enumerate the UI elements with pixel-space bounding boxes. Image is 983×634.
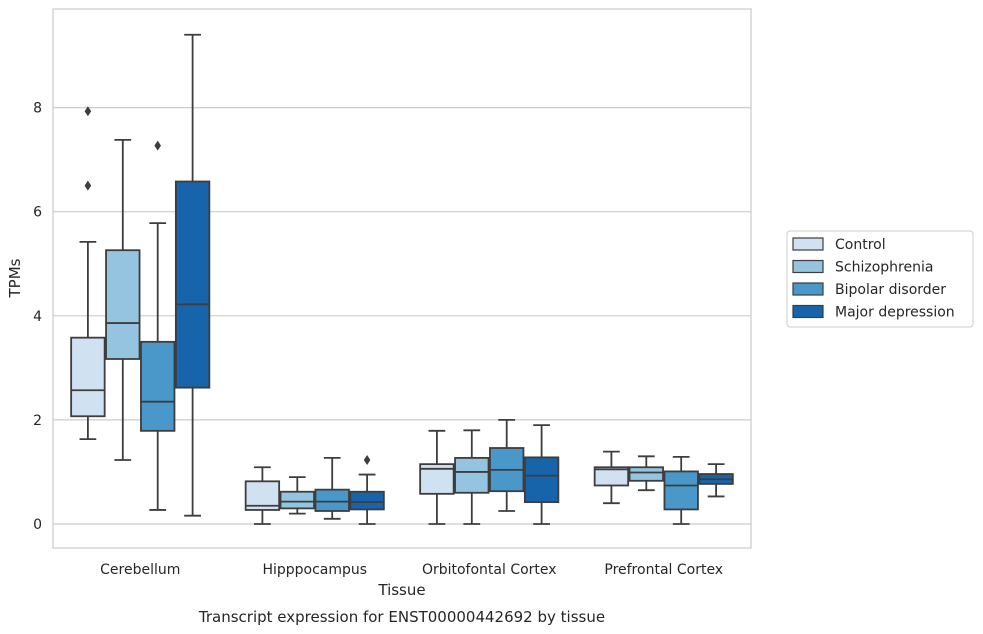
box-control [593, 450, 630, 505]
iqr-box [70, 336, 106, 418]
x-tick-labels: Cerebellum Hipppocampus Orbitofontal Corte… [100, 562, 723, 578]
legend-swatch [792, 304, 824, 319]
plot-area [53, 9, 751, 548]
y-tick-label: 6 [33, 205, 42, 221]
y-tick-label: 0 [33, 517, 42, 533]
y-tick-label: 2 [33, 413, 42, 429]
box-control [70, 106, 106, 441]
iqr-box [314, 488, 350, 512]
outlier-point [84, 106, 92, 117]
box-control [419, 429, 455, 525]
box-major-depression [523, 424, 560, 525]
box-schizophrenia [279, 476, 315, 515]
legend-swatch [792, 282, 824, 296]
legend-swatch [792, 237, 824, 251]
legend-frame [786, 230, 974, 328]
outlier-point [363, 454, 371, 465]
legend: Control Schizophrenia Bipolar disorder Majo… [786, 230, 974, 328]
x-tick-label: Hipppocampus [262, 562, 367, 578]
iqr-box [349, 490, 385, 511]
outlier-point [84, 180, 92, 191]
legend-label: Bipolar disorder [835, 282, 946, 298]
legend-label: Control [835, 237, 886, 253]
plot-frame [52, 8, 752, 549]
iqr-box [628, 466, 664, 482]
y-tick-labels: 0 2 4 6 8 [33, 101, 42, 533]
box-bipolar-disorder [663, 455, 699, 525]
y-tick-label: 4 [33, 309, 42, 325]
x-axis-label: Tissue [377, 581, 425, 599]
box-bipolar-disorder [489, 418, 525, 512]
legend-swatch [792, 259, 824, 274]
x-tick-label: Prefrontal Cortex [604, 562, 723, 578]
box-bipolar-disorder [314, 456, 350, 520]
box-schizophrenia [628, 455, 664, 492]
box-schizophrenia [105, 138, 141, 461]
iqr-box [523, 456, 560, 504]
box-major-depression [349, 454, 385, 525]
legend-label: Schizophrenia [835, 260, 933, 276]
iqr-box [140, 340, 176, 432]
outlier-point [154, 140, 161, 151]
iqr-box [279, 490, 315, 510]
x-tick-label: Cerebellum [100, 562, 180, 578]
boxes [70, 33, 734, 525]
box-control [244, 466, 281, 525]
box-major-depression [174, 33, 211, 517]
legend-label: Major depression [835, 305, 955, 321]
y-tick-label: 8 [33, 101, 42, 117]
box-bipolar-disorder [140, 140, 176, 511]
box-schizophrenia [454, 429, 490, 525]
iqr-box [454, 456, 490, 494]
iqr-box [174, 180, 211, 389]
iqr-box [593, 466, 630, 487]
chart-caption: Transcript expression for ENST0000044269… [198, 608, 605, 626]
box-major-depression [698, 463, 734, 498]
y-axis-label: TPMs [6, 258, 24, 298]
x-tick-label: Orbitofontal Cortex [422, 562, 557, 578]
iqr-box [105, 249, 141, 360]
iqr-box [663, 470, 699, 511]
